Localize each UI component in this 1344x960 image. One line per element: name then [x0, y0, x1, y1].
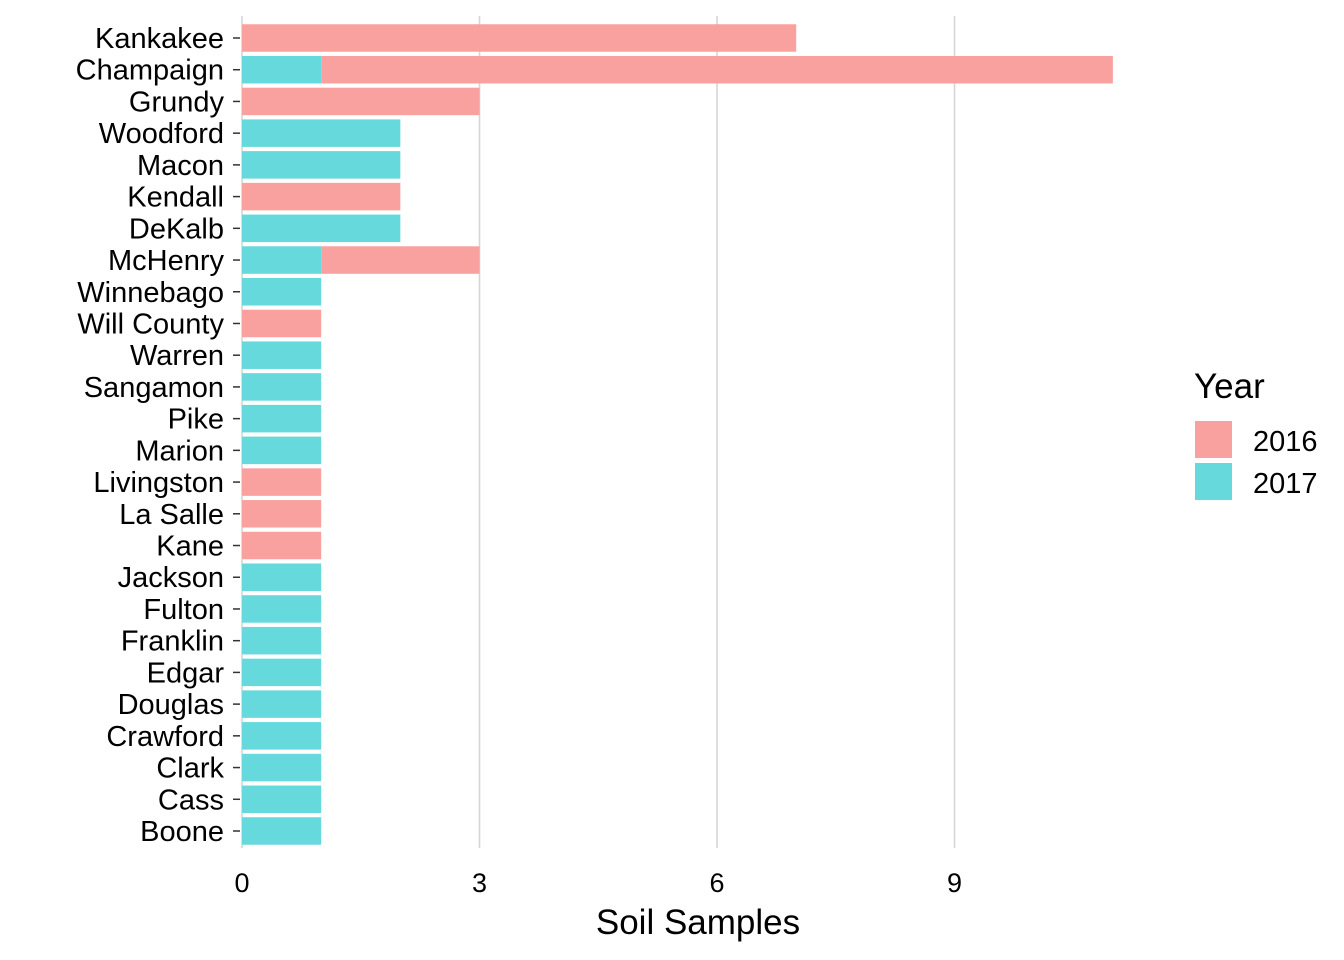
bar-2017 [242, 595, 322, 623]
category-label: Clark [156, 753, 224, 785]
category-label: Fulton [143, 594, 224, 626]
bar-2017 [242, 753, 322, 782]
x-tick-label: 9 [947, 868, 962, 898]
bar-2017 [242, 55, 322, 84]
x-axis-title: Soil Samples [596, 903, 800, 942]
category-label: Franklin [121, 626, 224, 658]
bar-2017 [242, 785, 322, 814]
x-tick-label: 0 [234, 868, 249, 898]
category-label: Winnebago [77, 277, 224, 309]
category-label: Sangamon [84, 372, 224, 404]
legend: Year 2016 2017 [1194, 367, 1318, 500]
category-label: DeKalb [129, 213, 224, 245]
bar-2016 [242, 87, 480, 116]
category-label: Woodford [99, 118, 224, 150]
bar-2017 [242, 722, 322, 750]
category-label: La Salle [119, 499, 224, 531]
bar-2016 [242, 182, 401, 211]
category-label: Kankakee [95, 23, 224, 55]
bars [242, 24, 1113, 845]
legend-title: Year [1194, 367, 1265, 406]
legend-label-2016: 2016 [1253, 426, 1318, 458]
category-label: Jackson [118, 562, 224, 594]
x-axis-tick-labels: 0 3 6 9 [234, 868, 962, 898]
bar-2017 [242, 246, 322, 274]
category-label: Marion [135, 435, 224, 467]
bar-2016 [321, 246, 480, 274]
category-label: Livingston [93, 467, 224, 499]
bar-2017 [242, 658, 322, 687]
x-tick-label: 3 [472, 868, 487, 898]
bar-2017 [242, 278, 322, 306]
category-label: Cass [158, 784, 224, 816]
bar-2016 [321, 55, 1113, 84]
legend-label-2017: 2017 [1253, 468, 1318, 500]
bar-2017 [242, 690, 322, 718]
legend-swatch-2016 [1195, 421, 1232, 458]
bar-2017 [242, 563, 322, 591]
category-label: Kendall [127, 182, 224, 214]
bar-2017 [242, 214, 401, 243]
category-label: Grundy [129, 86, 225, 118]
x-tick-label: 6 [710, 868, 725, 898]
bar-2016 [242, 531, 322, 560]
bar-2017 [242, 373, 322, 401]
bar-2016 [242, 468, 322, 496]
bar-2017 [242, 626, 322, 655]
bar-2016 [242, 309, 322, 338]
bar-2017 [242, 817, 322, 845]
bar-2017 [242, 151, 401, 179]
bar-2017 [242, 119, 401, 147]
category-labels: KankakeeChampaignGrundyWoodfordMaconKend… [76, 23, 225, 848]
category-label: Edgar [147, 657, 225, 689]
category-label: Douglas [118, 689, 224, 721]
category-label: Will County [77, 308, 224, 340]
category-label: Crawford [106, 721, 224, 753]
bar-2016 [242, 24, 797, 52]
category-label: Boone [140, 816, 224, 848]
category-label: Champaign [76, 55, 224, 87]
bar-2017 [242, 404, 322, 433]
category-label: Macon [137, 150, 224, 182]
category-label: Warren [130, 340, 224, 372]
category-label: McHenry [108, 245, 225, 277]
legend-swatch-2017 [1195, 463, 1232, 500]
y-axis-ticks [233, 37, 240, 832]
bar-2017 [242, 436, 322, 465]
category-label: Kane [156, 531, 224, 563]
bar-2016 [242, 500, 322, 528]
category-label: Pike [168, 404, 224, 436]
bar-2017 [242, 341, 322, 369]
